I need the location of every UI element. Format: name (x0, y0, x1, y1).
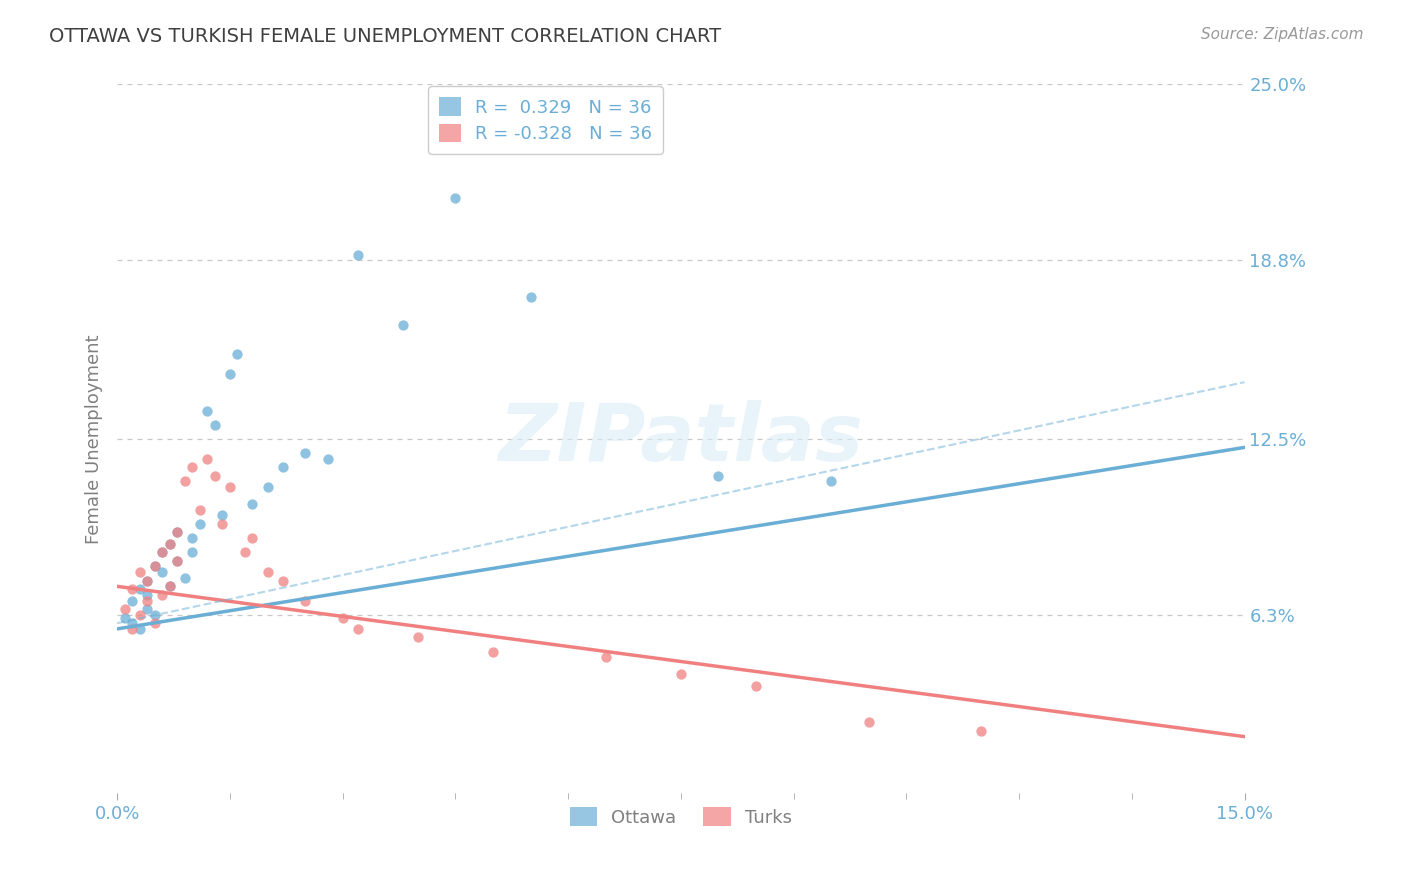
Point (181, 531, 204, 545)
Point (204, 468, 226, 483)
Point (482, 644, 505, 658)
Text: Source: ZipAtlas.com: Source: ZipAtlas.com (1201, 27, 1364, 42)
Point (143, 559, 166, 574)
Point (970, 723, 993, 738)
Point (195, 451, 218, 466)
Point (219, 367, 242, 381)
Point (707, 468, 730, 483)
Point (121, 593, 143, 607)
Point (181, 460, 204, 475)
Point (204, 417, 226, 432)
Point (211, 516, 233, 531)
Point (159, 537, 181, 551)
Point (159, 579, 181, 593)
Point (226, 347, 249, 361)
Point (519, 290, 541, 304)
Point (219, 480, 242, 494)
Point (143, 616, 166, 631)
Point (150, 545, 173, 559)
Point (211, 508, 233, 523)
Point (745, 679, 768, 693)
Point (294, 593, 316, 607)
Point (444, 191, 467, 205)
Point (346, 622, 368, 636)
Legend: Ottawa, Turks: Ottawa, Turks (562, 800, 799, 834)
Text: OTTAWA VS TURKISH FEMALE UNEMPLOYMENT CORRELATION CHART: OTTAWA VS TURKISH FEMALE UNEMPLOYMENT CO… (49, 27, 721, 45)
Point (150, 588, 173, 602)
Point (669, 667, 692, 681)
Point (271, 574, 294, 588)
Point (166, 554, 188, 568)
Point (136, 574, 159, 588)
Point (128, 582, 150, 597)
Point (136, 602, 159, 616)
Point (121, 622, 143, 636)
Point (114, 610, 136, 624)
Point (316, 451, 339, 466)
Point (595, 650, 617, 665)
Point (858, 715, 880, 730)
Point (128, 565, 150, 579)
Point (150, 545, 173, 559)
Point (406, 631, 429, 645)
Point (173, 571, 195, 585)
Point (820, 475, 842, 489)
Point (256, 565, 278, 579)
Point (391, 318, 413, 333)
Point (136, 593, 159, 607)
Point (166, 554, 188, 568)
Point (121, 616, 143, 631)
Point (159, 537, 181, 551)
Point (233, 545, 256, 559)
Point (166, 525, 188, 540)
Text: ZIPatlas: ZIPatlas (498, 400, 863, 478)
Point (294, 446, 316, 460)
Point (143, 607, 166, 622)
Point (136, 574, 159, 588)
Point (181, 545, 204, 559)
Point (346, 247, 368, 261)
Point (271, 460, 294, 475)
Point (195, 403, 218, 417)
Point (173, 475, 195, 489)
Point (128, 607, 150, 622)
Point (136, 588, 159, 602)
Point (121, 582, 143, 597)
Point (166, 525, 188, 540)
Point (159, 579, 181, 593)
Point (150, 565, 173, 579)
Point (188, 516, 211, 531)
Point (188, 503, 211, 517)
Y-axis label: Female Unemployment: Female Unemployment (86, 334, 103, 543)
Point (242, 531, 264, 545)
Point (242, 497, 264, 511)
Point (128, 622, 150, 636)
Point (114, 602, 136, 616)
Point (143, 559, 166, 574)
Point (256, 480, 278, 494)
Point (332, 610, 354, 624)
